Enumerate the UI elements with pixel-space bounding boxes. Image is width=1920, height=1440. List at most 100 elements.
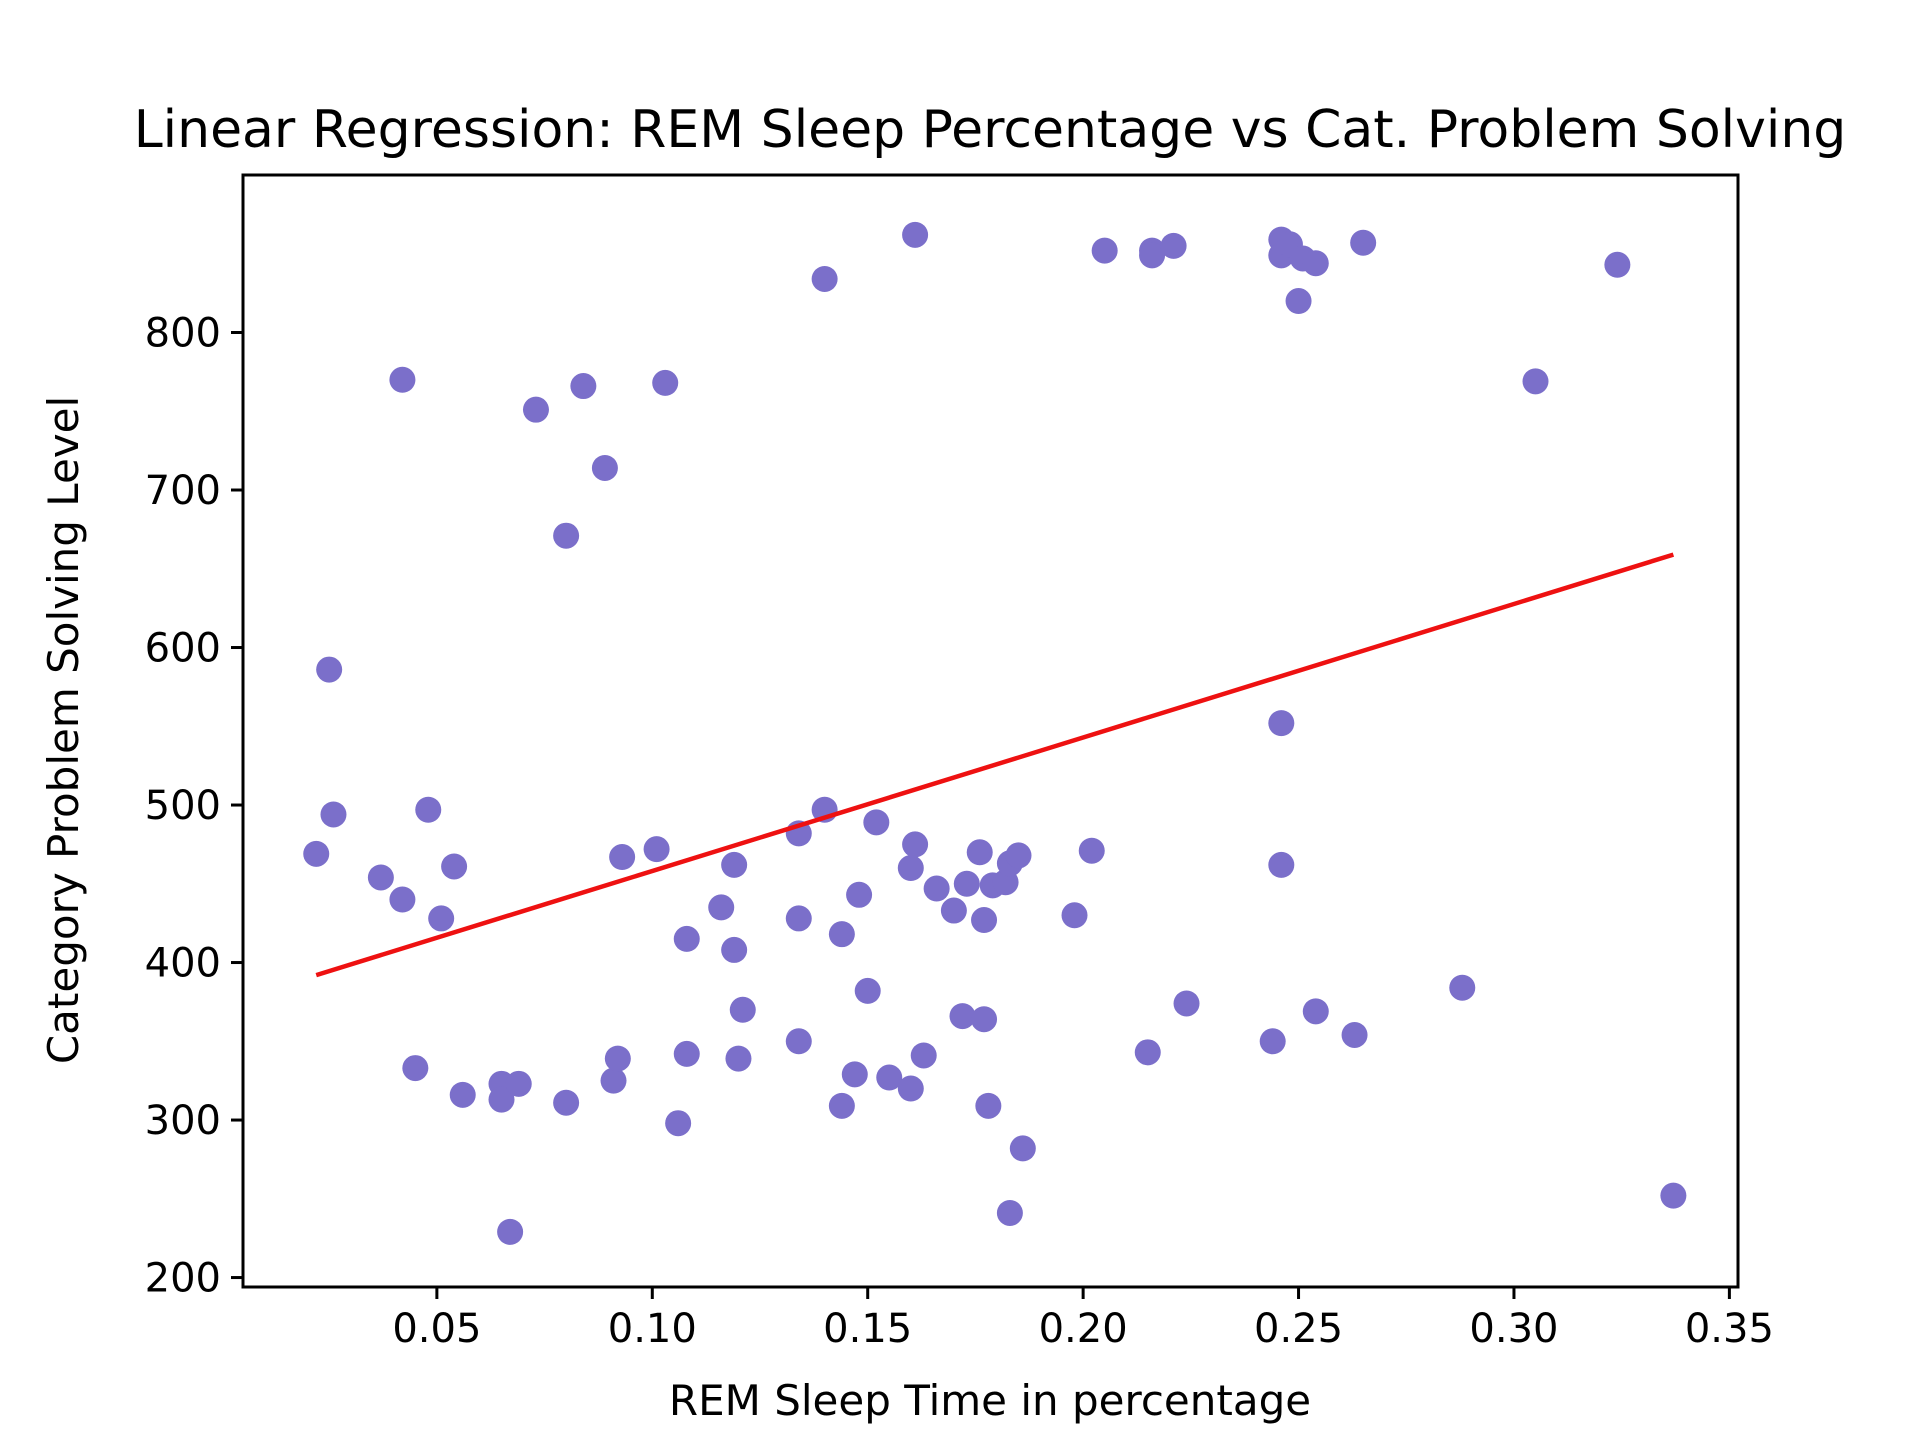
data-point	[665, 1110, 692, 1137]
data-point	[553, 1089, 580, 1116]
data-point	[996, 1199, 1023, 1226]
data-point	[708, 894, 735, 921]
data-point	[367, 864, 394, 891]
data-point	[1009, 1135, 1036, 1162]
data-point	[876, 1064, 903, 1091]
data-point	[966, 839, 993, 866]
data-point	[1005, 842, 1032, 869]
data-point	[389, 886, 416, 913]
data-point	[846, 881, 873, 908]
data-point	[652, 369, 679, 396]
data-point	[402, 1055, 429, 1082]
data-point	[729, 996, 756, 1023]
data-point	[441, 853, 468, 880]
data-point	[320, 801, 347, 828]
data-point	[1173, 990, 1200, 1017]
data-point	[600, 1067, 627, 1094]
data-point	[811, 265, 838, 292]
data-point	[910, 1042, 937, 1069]
data-point	[673, 925, 700, 952]
data-point	[828, 1092, 855, 1119]
data-points	[303, 221, 1687, 1245]
regression-line	[315, 552, 1675, 978]
x-tick-label: 0.35	[1685, 1306, 1774, 1352]
regression-line-layer	[315, 552, 1675, 978]
data-point	[1522, 368, 1549, 395]
data-point	[1139, 242, 1166, 269]
data-point	[604, 1045, 631, 1072]
y-tick-label: 200	[145, 1256, 221, 1302]
x-tick-label: 0.05	[392, 1306, 481, 1352]
y-tick-label: 500	[145, 783, 221, 829]
data-point	[1302, 998, 1329, 1025]
data-point	[923, 875, 950, 902]
data-point	[725, 1045, 752, 1072]
x-tick-label: 0.20	[1039, 1306, 1128, 1352]
data-point	[785, 905, 812, 932]
data-point	[721, 936, 748, 963]
data-point	[1341, 1021, 1368, 1048]
x-tick-label: 0.30	[1469, 1306, 1558, 1352]
data-point	[1078, 837, 1105, 864]
data-point	[1259, 1028, 1286, 1055]
data-point	[1091, 237, 1118, 264]
data-point	[1268, 710, 1295, 737]
data-point	[721, 851, 748, 878]
data-point	[609, 844, 636, 871]
data-point	[953, 870, 980, 897]
y-tick-label: 700	[145, 468, 221, 514]
data-point	[389, 366, 416, 393]
data-point	[854, 977, 881, 1004]
data-point	[940, 897, 967, 924]
data-point	[553, 522, 580, 549]
y-tick-label: 300	[145, 1098, 221, 1144]
data-point	[897, 855, 924, 882]
data-point	[497, 1218, 524, 1245]
data-point	[902, 221, 929, 248]
data-point	[863, 809, 890, 836]
data-point	[1449, 974, 1476, 1001]
data-point	[428, 905, 455, 932]
x-tick-label: 0.10	[608, 1306, 697, 1352]
data-point	[1134, 1039, 1161, 1066]
data-point	[1660, 1182, 1687, 1209]
data-point	[975, 1092, 1002, 1119]
y-axis: 200 300 400 500 600 700 800	[145, 311, 243, 1302]
x-axis: 0.05 0.10 0.15 0.20 0.25 0.30 0.35	[392, 1287, 1774, 1352]
chart-title: Linear Regression: REM Sleep Percentage …	[134, 100, 1847, 160]
data-point	[1285, 288, 1312, 315]
data-point	[828, 921, 855, 948]
data-point	[488, 1086, 515, 1113]
data-point	[1350, 229, 1377, 256]
data-point	[505, 1070, 532, 1097]
x-tick-label: 0.15	[823, 1306, 912, 1352]
data-point	[316, 656, 343, 683]
y-tick-label: 800	[145, 311, 221, 357]
data-point	[570, 373, 597, 400]
data-point	[643, 836, 670, 863]
data-point	[841, 1061, 868, 1088]
data-point	[1160, 232, 1187, 259]
data-point	[522, 396, 549, 423]
data-point	[303, 840, 330, 867]
y-tick-label: 600	[145, 626, 221, 672]
x-axis-label: REM Sleep Time in percentage	[669, 1376, 1311, 1425]
y-axis-label: Category Problem Solving Level	[39, 396, 88, 1064]
data-point	[449, 1081, 476, 1108]
data-point	[1061, 902, 1088, 929]
data-point	[971, 907, 998, 934]
data-point	[591, 454, 618, 481]
x-tick-label: 0.25	[1254, 1306, 1343, 1352]
y-tick-label: 400	[145, 941, 221, 987]
data-point	[1302, 250, 1329, 277]
data-point	[971, 1006, 998, 1033]
data-point	[949, 1003, 976, 1030]
data-point	[785, 1028, 812, 1055]
data-point	[415, 796, 442, 823]
data-point	[902, 831, 929, 858]
data-point	[1604, 251, 1631, 278]
data-point	[1268, 851, 1295, 878]
plot-frame	[241, 173, 1740, 1289]
data-point	[673, 1040, 700, 1067]
